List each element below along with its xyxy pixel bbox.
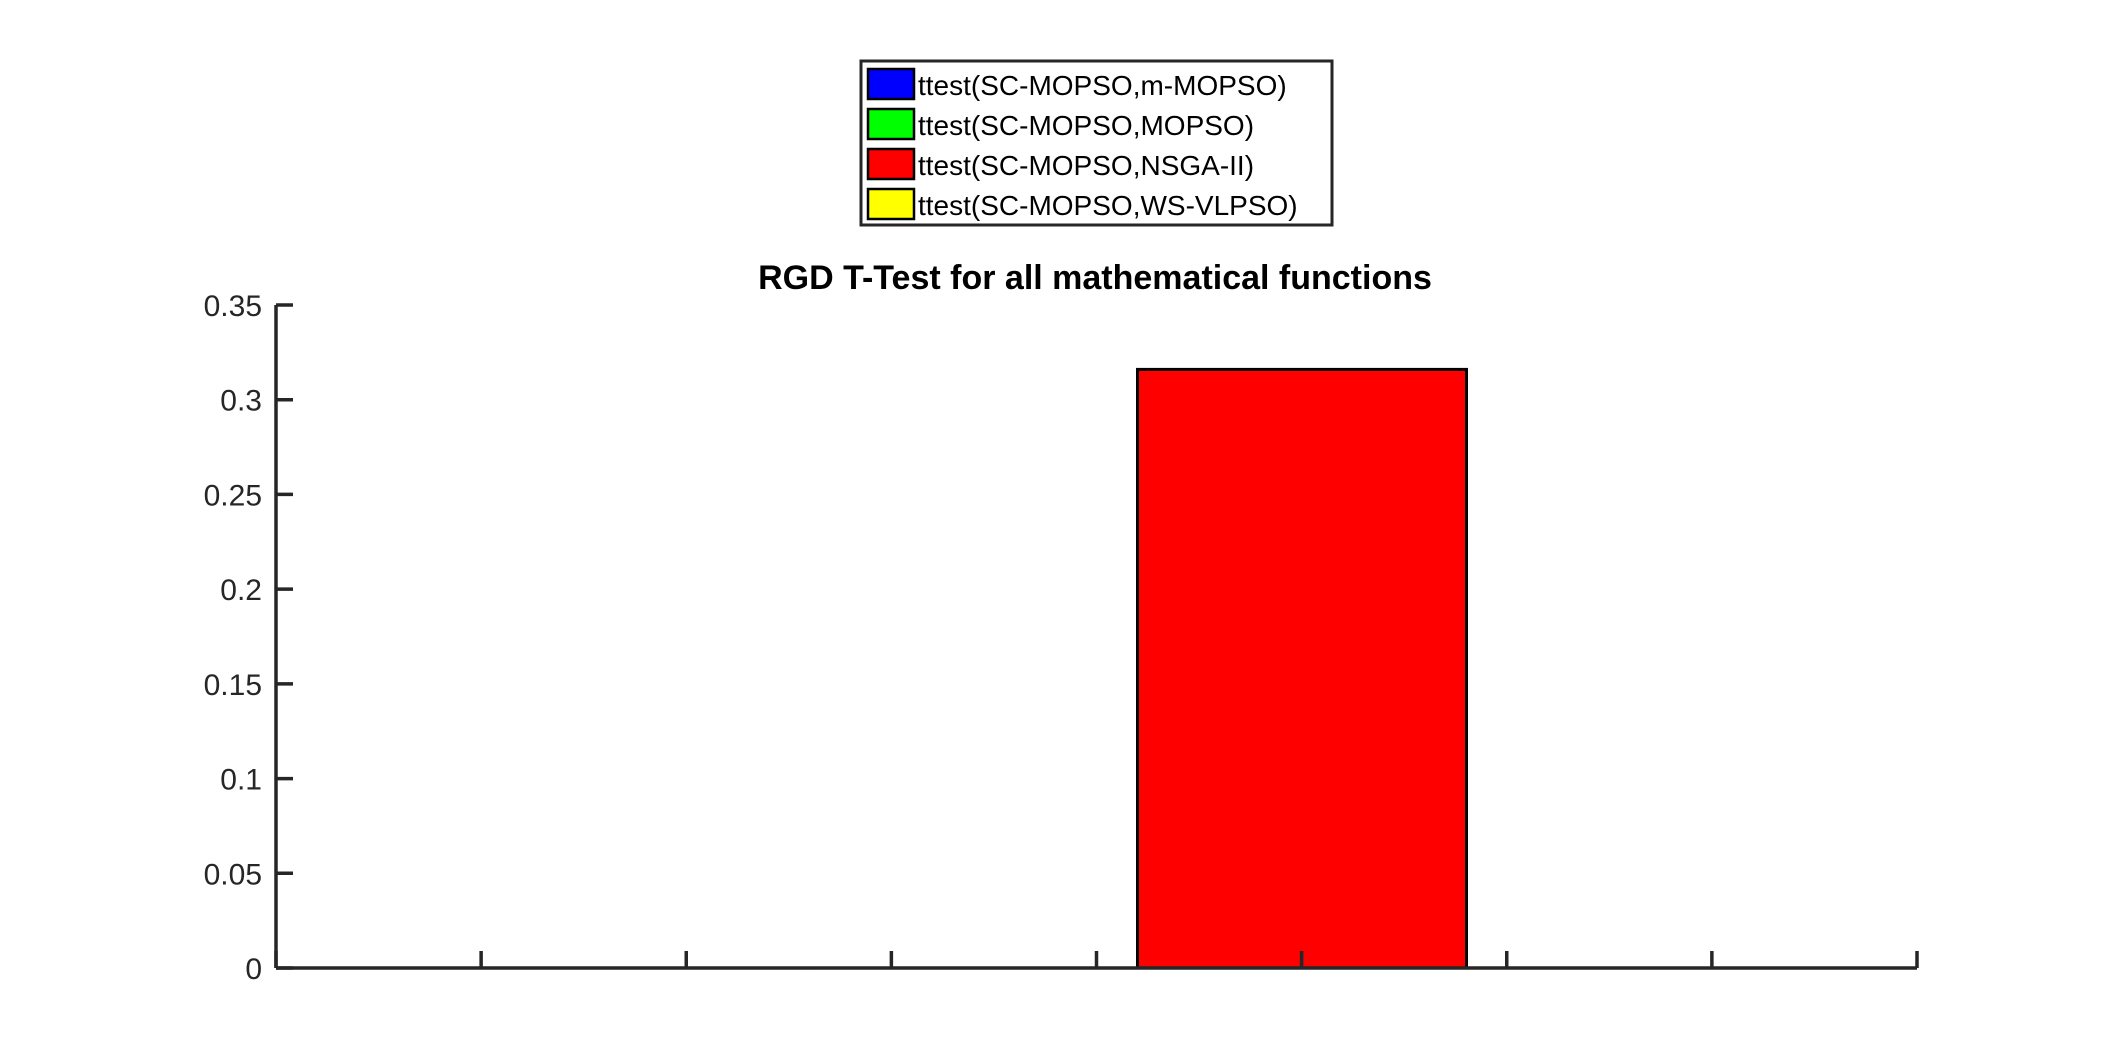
y-tick-label: 0.3	[220, 385, 262, 418]
legend: ttest(SC-MOPSO,m-MOPSO) ttest(SC-MOPSO,M…	[859, 59, 1334, 227]
legend-swatch	[866, 187, 916, 221]
y-tick-label: 0	[245, 953, 262, 986]
y-tick-label: 0.35	[204, 290, 262, 323]
legend-entry: ttest(SC-MOPSO,m-MOPSO)	[866, 67, 1287, 101]
legend-swatch	[866, 147, 916, 181]
y-tick-label: 0.15	[204, 669, 262, 702]
legend-label: ttest(SC-MOPSO,MOPSO)	[918, 110, 1254, 141]
legend-box	[859, 59, 1334, 227]
y-tick-label: 0.2	[220, 574, 262, 607]
y-tick-label: 0.05	[204, 858, 262, 891]
y-tick-label: 0.1	[220, 764, 262, 797]
bar	[1136, 367, 1468, 970]
legend-label: ttest(SC-MOPSO,m-MOPSO)	[918, 70, 1287, 101]
legend-label: ttest(SC-MOPSO,NSGA-II)	[918, 150, 1254, 181]
legend-label: ttest(SC-MOPSO,WS-VLPSO)	[918, 190, 1298, 221]
legend-swatch	[866, 107, 916, 141]
legend-entry: ttest(SC-MOPSO,NSGA-II)	[866, 147, 1254, 181]
chart-title: RGD T-Test for all mathematical function…	[758, 259, 1432, 297]
axes-layer: 0 0.05 0.1 0.15 0.2 0.25 0.3 0.35	[204, 290, 1919, 986]
legend-entry: ttest(SC-MOPSO,MOPSO)	[866, 107, 1254, 141]
y-tick-label: 0.25	[204, 479, 262, 512]
legend-entry: ttest(SC-MOPSO,WS-VLPSO)	[866, 187, 1298, 221]
legend-swatch	[866, 67, 916, 101]
bars-layer	[478, 367, 1797, 970]
